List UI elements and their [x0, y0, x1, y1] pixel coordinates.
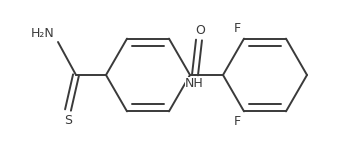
Text: NH: NH	[185, 77, 204, 90]
Text: F: F	[234, 22, 241, 35]
Text: F: F	[234, 115, 241, 128]
Text: O: O	[195, 24, 205, 37]
Text: H₂N: H₂N	[31, 27, 55, 40]
Text: S: S	[64, 114, 72, 127]
